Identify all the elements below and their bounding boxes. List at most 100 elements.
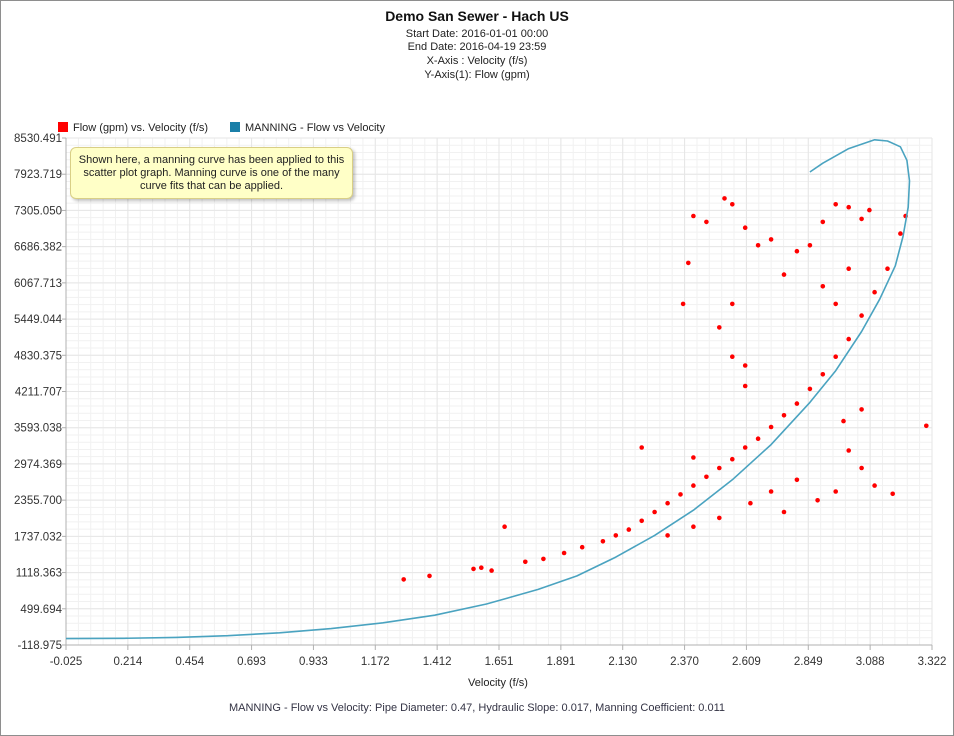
- scatter-point: [742, 225, 748, 230]
- scatter-point: [665, 500, 670, 506]
- scatter-point: [846, 336, 851, 342]
- scatter-point: [523, 559, 528, 565]
- scatter-point: [691, 483, 696, 488]
- scatter-point: [479, 565, 484, 570]
- y-tick-label: 7923.719: [14, 169, 62, 181]
- x-tick-label: 1.891: [546, 656, 575, 668]
- scatter-point: [833, 354, 838, 360]
- legend-item-manning[interactable]: MANNING - Flow vs Velocity: [230, 122, 385, 134]
- y-tick-label: 7305.050: [14, 205, 62, 217]
- scatter-point: [846, 448, 851, 453]
- scatter-point: [885, 266, 890, 272]
- y-tick-label: 6686.382: [14, 242, 62, 254]
- x-axis-ticks: -0.025 0.214 0.454 0.693 0.933 1.172 1.412 1.65…: [50, 645, 947, 668]
- scatter-point: [691, 213, 696, 219]
- scatter-point: [859, 216, 864, 222]
- scatter-point: [924, 423, 929, 429]
- scatter-point: [722, 196, 727, 201]
- scatter-point: [717, 325, 722, 330]
- scatter-point: [755, 436, 761, 442]
- y-axis-info: Y-Axis(1): Flow (gpm): [424, 69, 530, 81]
- scatter-point: [748, 500, 753, 506]
- x-tick-label: 2.849: [794, 656, 823, 668]
- scatter-point: [872, 289, 877, 295]
- scatter-point: [846, 204, 851, 210]
- end-date: End Date: 2016-04-19 23:59: [407, 41, 547, 53]
- legend-label-manning: MANNING - Flow vs Velocity: [245, 122, 385, 134]
- scatter-point: [639, 445, 644, 450]
- scatter-point: [833, 489, 838, 494]
- scatter-point: [401, 577, 407, 582]
- scatter-point: [859, 407, 864, 412]
- y-tick-label: 5449.044: [14, 314, 63, 326]
- x-tick-label: 3.322: [918, 656, 947, 668]
- scatter-point: [639, 518, 644, 524]
- scatter-point: [730, 354, 735, 360]
- scatter-point: [730, 456, 735, 462]
- y-tick-label: -118.975: [17, 640, 62, 652]
- scatter-point: [867, 207, 872, 213]
- grid: [65, 137, 933, 646]
- scatter-point: [704, 219, 709, 225]
- scatter-point: [652, 509, 657, 515]
- scatter-point: [730, 202, 735, 207]
- footer-curve-params: MANNING - Flow vs Velocity: Pipe Diamete…: [228, 702, 726, 714]
- scatter-point: [742, 363, 748, 368]
- y-tick-label: 1118.363: [16, 568, 62, 580]
- chart-title: Demo San Sewer - Hach US: [385, 8, 569, 24]
- y-tick-label: 8530.491: [14, 133, 62, 145]
- scatter-point: [781, 509, 787, 515]
- x-tick-label: 3.088: [856, 656, 885, 668]
- scatter-point: [815, 498, 820, 503]
- y-tick-label: 2974.369: [14, 459, 62, 471]
- x-tick-label: 2.609: [732, 656, 761, 668]
- scatter-point: [794, 248, 800, 254]
- scatter-point: [768, 237, 774, 242]
- y-tick-label: 499.694: [20, 604, 62, 616]
- scatter-point: [768, 489, 774, 494]
- x-tick-label: 1.172: [361, 656, 390, 668]
- scatter-point: [898, 231, 903, 236]
- scatter-point: [691, 524, 696, 529]
- scatter-point: [730, 301, 735, 307]
- scatter-point: [859, 313, 864, 318]
- scatter-point: [678, 492, 683, 497]
- legend-swatch-scatter: [58, 122, 68, 132]
- y-axis-ticks: 8530.491 7923.719 7305.050 6686.382 6067.713…: [14, 133, 66, 652]
- annotation-text: Shown here, a manning curve has been app…: [78, 153, 345, 192]
- x-tick-label: 0.454: [175, 656, 204, 668]
- scatter-point: [427, 573, 432, 579]
- x-tick-label: -0.025: [50, 656, 83, 668]
- scatter-point: [768, 424, 774, 430]
- legend-swatch-manning: [230, 122, 240, 132]
- scatter-point: [613, 533, 619, 538]
- scatter-point: [807, 243, 813, 248]
- scatter-point: [872, 483, 877, 488]
- scatter-point: [742, 445, 748, 450]
- y-tick-label: 3593.038: [14, 423, 62, 435]
- y-tick-label: 4830.375: [14, 350, 62, 362]
- scatter-point: [489, 568, 494, 573]
- scatter-point: [890, 491, 895, 497]
- x-tick-label: 0.693: [237, 656, 266, 668]
- manning-curve-series: [65, 139, 911, 640]
- x-tick-label: 1.412: [423, 656, 452, 668]
- scatter-point: [686, 260, 691, 266]
- scatter-point: [561, 550, 567, 556]
- scatter-point: [794, 401, 800, 406]
- scatter-point: [717, 515, 722, 521]
- scatter-point: [471, 566, 476, 572]
- scatter-point: [859, 465, 864, 471]
- x-axis-title: Velocity (f/s): [468, 677, 528, 689]
- legend-item-scatter[interactable]: Flow (gpm) vs. Velocity (f/s): [58, 122, 208, 134]
- manning-curve-line: [65, 139, 911, 640]
- scatter-point: [704, 474, 709, 480]
- scatter-point: [691, 455, 696, 460]
- scatter-point: [680, 301, 686, 307]
- x-tick-label: 0.933: [299, 656, 328, 668]
- y-tick-label: 6067.713: [14, 278, 62, 290]
- scatter-point: [833, 301, 838, 307]
- scatter-point: [846, 266, 851, 272]
- scatter-point: [502, 524, 507, 529]
